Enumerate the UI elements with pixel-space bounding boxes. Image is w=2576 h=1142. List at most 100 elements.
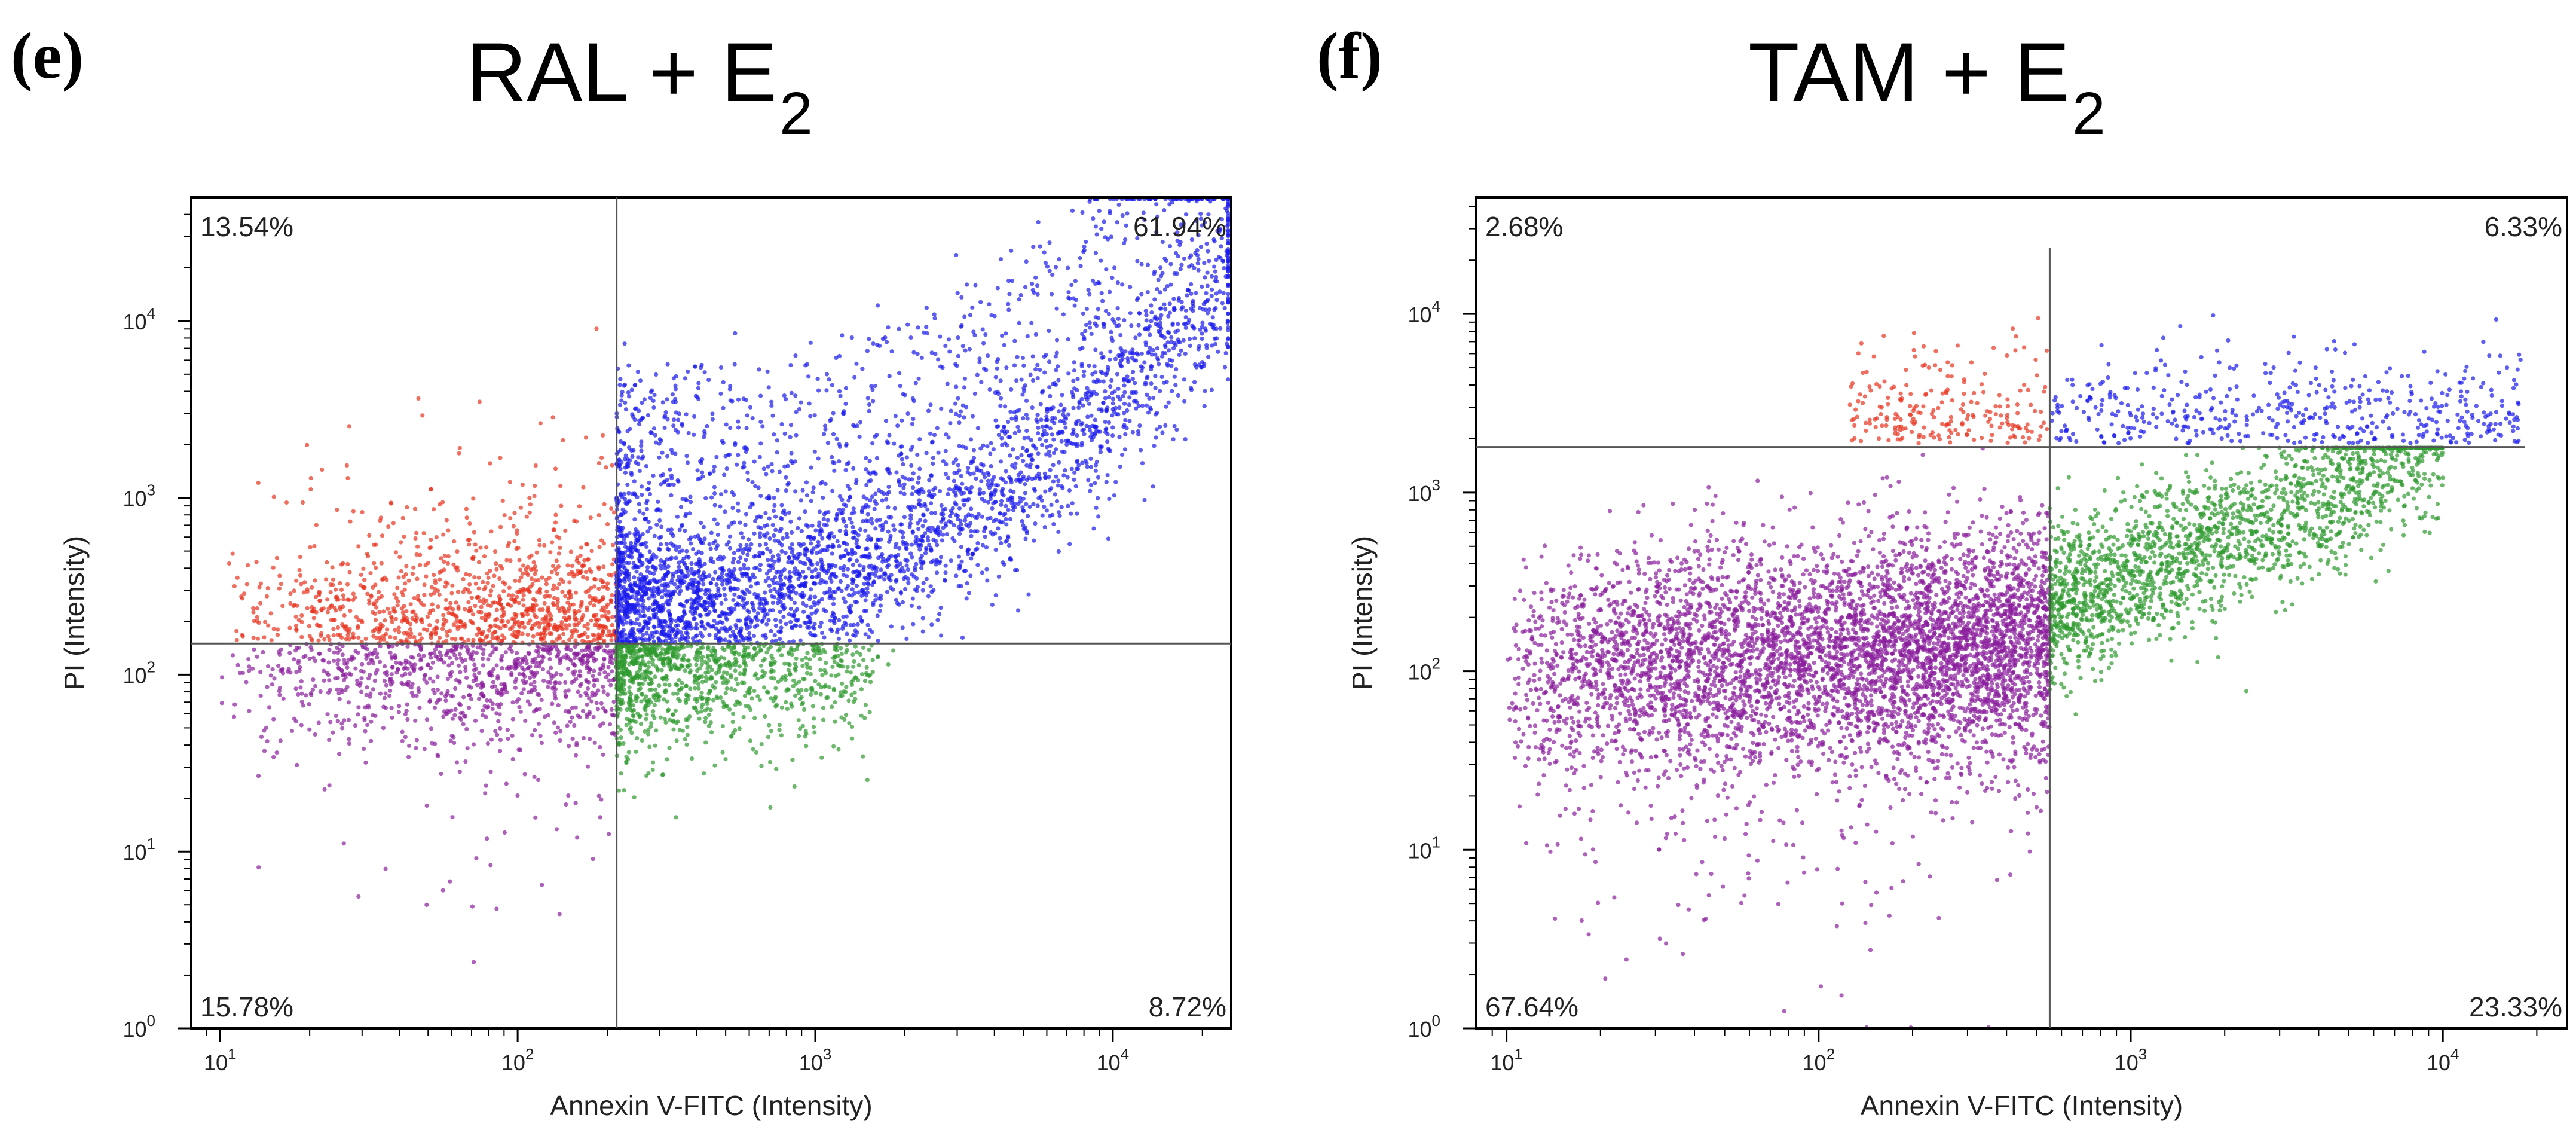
data-point bbox=[435, 619, 440, 624]
data-point bbox=[344, 637, 348, 642]
data-point bbox=[961, 491, 966, 496]
data-point bbox=[1075, 444, 1079, 449]
data-point bbox=[479, 729, 484, 734]
data-point bbox=[476, 610, 481, 615]
data-point bbox=[498, 726, 503, 731]
data-point bbox=[975, 541, 980, 546]
data-point bbox=[1173, 383, 1178, 387]
data-point bbox=[1205, 283, 1210, 288]
data-point bbox=[441, 714, 446, 719]
data-point bbox=[540, 637, 545, 642]
data-point bbox=[255, 654, 259, 659]
data-point bbox=[948, 421, 953, 426]
data-point bbox=[429, 487, 433, 492]
data-point bbox=[561, 438, 565, 442]
data-point bbox=[835, 512, 840, 517]
data-point bbox=[868, 498, 873, 503]
data-point bbox=[660, 589, 665, 594]
data-point bbox=[351, 591, 356, 596]
data-point bbox=[1026, 435, 1031, 440]
data-point bbox=[502, 513, 507, 518]
data-point bbox=[1011, 447, 1015, 452]
data-point bbox=[375, 668, 380, 673]
data-point bbox=[403, 712, 408, 717]
data-point bbox=[1008, 409, 1013, 414]
data-point bbox=[467, 590, 472, 595]
data-point bbox=[861, 505, 865, 510]
data-point bbox=[650, 557, 655, 561]
data-point bbox=[1174, 428, 1179, 432]
data-point bbox=[501, 589, 506, 594]
data-point bbox=[1093, 424, 1097, 429]
data-point bbox=[1096, 514, 1101, 519]
data-point bbox=[585, 692, 589, 697]
data-point bbox=[843, 524, 849, 529]
data-point bbox=[1168, 282, 1173, 287]
data-point bbox=[637, 408, 641, 413]
data-point bbox=[1078, 264, 1083, 268]
data-point bbox=[1135, 259, 1140, 264]
data-point bbox=[538, 632, 543, 637]
data-point bbox=[1145, 392, 1149, 398]
data-point bbox=[652, 625, 657, 630]
panel-e: (e) RAL + E2 13.54% 61.94% 15.78% 8.72% 101 1… bbox=[11, 19, 1232, 1121]
data-point bbox=[258, 601, 263, 606]
data-point bbox=[707, 633, 712, 637]
data-point bbox=[533, 598, 538, 603]
data-point bbox=[510, 717, 515, 722]
data-point bbox=[779, 586, 784, 591]
data-point bbox=[1051, 479, 1056, 484]
data-point bbox=[830, 488, 835, 494]
data-point bbox=[1050, 292, 1054, 297]
data-point bbox=[971, 471, 976, 476]
data-point bbox=[532, 774, 537, 779]
data-point bbox=[494, 663, 499, 668]
data-point bbox=[601, 605, 605, 610]
data-point bbox=[698, 613, 703, 618]
data-point bbox=[1181, 338, 1186, 343]
data-point bbox=[1117, 435, 1122, 439]
data-point bbox=[571, 672, 576, 677]
data-point bbox=[402, 587, 407, 592]
data-point bbox=[865, 586, 870, 591]
data-point bbox=[583, 570, 589, 575]
data-point bbox=[560, 605, 565, 610]
data-point bbox=[634, 569, 639, 574]
data-point bbox=[1158, 290, 1162, 295]
data-point bbox=[450, 583, 455, 588]
data-point bbox=[1035, 362, 1040, 368]
data-point bbox=[828, 594, 833, 599]
data-point bbox=[473, 675, 478, 680]
data-point bbox=[445, 633, 450, 638]
data-point bbox=[589, 699, 594, 704]
data-point bbox=[1136, 429, 1141, 434]
data-point bbox=[413, 718, 418, 723]
data-point bbox=[363, 729, 368, 734]
data-point bbox=[537, 538, 542, 542]
data-point bbox=[773, 527, 778, 532]
data-point bbox=[617, 383, 622, 387]
data-point bbox=[1021, 363, 1026, 368]
data-point bbox=[732, 557, 736, 561]
data-point bbox=[702, 536, 707, 541]
data-point bbox=[572, 612, 577, 616]
data-point bbox=[966, 547, 971, 552]
data-point bbox=[1187, 337, 1192, 341]
data-point bbox=[1173, 329, 1178, 334]
data-point bbox=[255, 606, 259, 611]
data-point bbox=[1093, 224, 1098, 229]
data-point bbox=[581, 575, 586, 579]
data-point bbox=[336, 665, 341, 670]
data-point bbox=[626, 461, 631, 466]
data-point bbox=[347, 424, 352, 429]
data-point bbox=[328, 590, 333, 595]
data-point bbox=[247, 709, 252, 713]
data-point bbox=[747, 631, 752, 636]
data-point bbox=[492, 630, 497, 634]
data-point bbox=[539, 697, 544, 702]
data-point bbox=[925, 507, 930, 512]
data-point bbox=[626, 491, 631, 496]
data-point bbox=[806, 566, 811, 571]
data-point bbox=[766, 576, 771, 581]
data-point bbox=[579, 545, 584, 550]
